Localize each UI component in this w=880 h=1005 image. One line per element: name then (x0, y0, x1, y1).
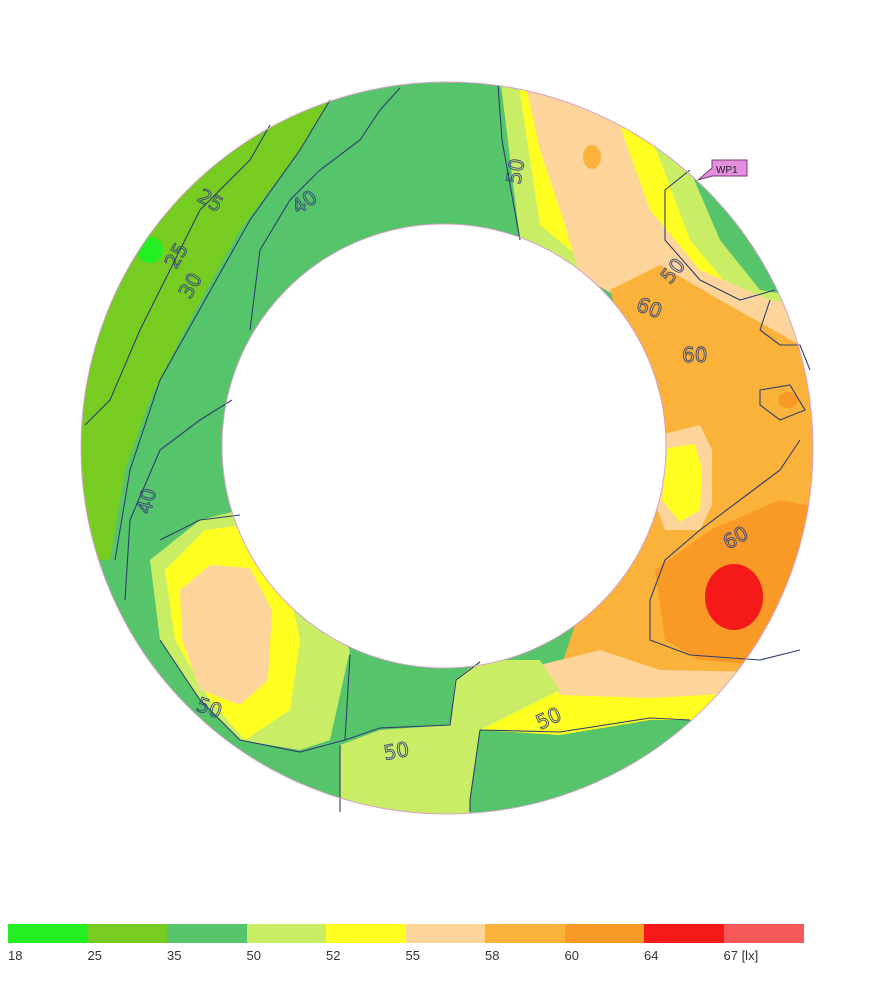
zone-58-60-spot (583, 145, 601, 169)
legend-swatch (326, 924, 406, 943)
legend-tick-label: 50 (246, 948, 261, 963)
contour-label-50d: 50 (382, 737, 411, 765)
zone-52-55-right (662, 444, 702, 522)
contour-label-60b: 60 (682, 343, 707, 367)
contour-50-bottom-right (469, 717, 691, 812)
contour-40-upper (249, 87, 401, 331)
contour-40-lower (124, 399, 233, 601)
legend-tick-label: 52 (326, 948, 341, 963)
zone-55-58-left (180, 565, 272, 705)
zone-18-25-spot (137, 237, 163, 263)
legend-tick-label: 35 (167, 948, 182, 963)
contour-50-top (497, 84, 521, 241)
legend-swatch (87, 924, 168, 943)
isolux-ring-map: 25 25 30 40 40 50 50 50 50 50 60 60 60 W… (0, 0, 880, 880)
ring-inner-edge (221, 223, 667, 669)
color-scale-legend: 18 25 35 50 52 55 58 60 64 67 [lx] (8, 924, 808, 974)
contour-60-b (759, 299, 811, 371)
wp1-marker[interactable]: WP1 (697, 159, 748, 181)
legend-tick-label: 64 (644, 948, 659, 963)
legend-tick-label: 60 (564, 948, 579, 963)
contour-30 (114, 99, 331, 561)
legend-tick-label: 55 (405, 948, 420, 963)
contour-50-left (159, 514, 351, 753)
legend-tick-label: 18 (8, 948, 23, 963)
legend-swatch (8, 924, 88, 943)
legend-swatch (405, 924, 486, 943)
legend-tick-label: 58 (485, 948, 500, 963)
legend-tick-label: 67 [lx] (723, 948, 759, 963)
ring-outer-edge (80, 81, 814, 815)
legend-swatch (564, 924, 645, 943)
legend-swatch (246, 924, 327, 943)
wp1-marker-tag (697, 159, 748, 181)
zone-55-58-top (520, 60, 820, 380)
legend-swatch (167, 924, 247, 943)
contour-25 (84, 124, 271, 426)
contour-50-bottom (339, 661, 481, 812)
legend-swatch (723, 924, 804, 943)
zone-55-58-bottom (540, 650, 760, 698)
contour-lines (84, 84, 811, 812)
legend-swatch (644, 924, 724, 943)
wp1-marker-label: WP1 (716, 165, 738, 176)
legend-swatch (485, 924, 565, 943)
zone-50-52-bottom (340, 660, 560, 880)
legend-tick-label: 25 (87, 948, 102, 963)
contour-60-c (649, 439, 801, 661)
zone-64-67 (705, 564, 763, 630)
contour-label-50a: 50 (501, 157, 529, 186)
contour-50-wp1 (664, 169, 776, 301)
contour-60-a (759, 384, 806, 421)
zone-60-64-spot (778, 392, 798, 408)
illuminance-zones (0, 0, 880, 880)
